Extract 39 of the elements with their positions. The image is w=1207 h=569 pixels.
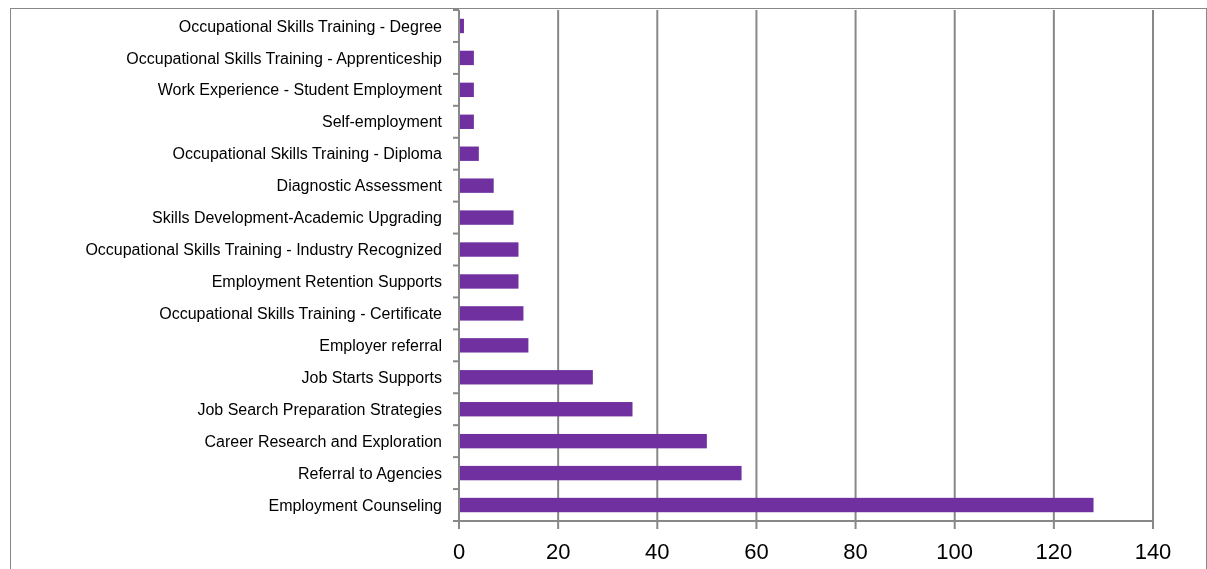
y-tick-label: Diagnostic Assessment xyxy=(276,177,443,195)
y-tick-label: Occupational Skills Training - Apprenticeship xyxy=(126,49,443,67)
x-tick-label: 20 xyxy=(545,539,571,564)
y-tick-label: Employer referral xyxy=(319,336,442,354)
bar xyxy=(459,242,519,257)
y-tick-label: Skills Development-Academic Upgrading xyxy=(152,209,442,227)
bar xyxy=(459,178,494,193)
y-tick-label: Referral to Agencies xyxy=(297,464,442,482)
bar xyxy=(459,338,529,353)
bar xyxy=(459,402,633,417)
y-tick-label: Occupational Skills Training - Certificate xyxy=(159,305,443,323)
y-tick-label: Work Experience - Student Employment xyxy=(157,81,443,99)
bar xyxy=(459,210,514,225)
x-tick-label: 100 xyxy=(936,539,974,564)
x-tick-label: 120 xyxy=(1035,539,1073,564)
bar xyxy=(459,370,593,385)
x-tick-label: 40 xyxy=(645,539,670,564)
x-tick-label: 140 xyxy=(1134,539,1172,564)
bar xyxy=(459,82,474,98)
y-tick-label: Occupational Skills Training - Diploma xyxy=(172,145,443,163)
bar xyxy=(459,433,707,449)
y-tick-label: Employment Counseling xyxy=(268,496,442,514)
y-tick-label: Occupational Skills Training - Degree xyxy=(178,17,443,35)
y-tick-label: Job Starts Supports xyxy=(301,368,442,386)
bar xyxy=(459,306,524,321)
x-tick-label: 80 xyxy=(843,539,868,564)
bar xyxy=(459,114,474,129)
y-tick-label: Career Research and Exploration xyxy=(204,432,442,450)
y-tick-label: Self-employment xyxy=(321,113,443,131)
y-tick-label: Job Search Preparation Strategies xyxy=(197,400,442,418)
bar xyxy=(459,274,519,289)
bar xyxy=(459,465,742,481)
y-tick-label: Occupational Skills Training - Industry Recognized xyxy=(85,241,442,259)
x-tick-label: 0 xyxy=(452,539,466,564)
bar xyxy=(459,497,1094,513)
x-tick-label: 60 xyxy=(744,539,769,564)
bar xyxy=(459,146,479,161)
y-tick-label: Employment Retention Supports xyxy=(211,273,442,291)
bar xyxy=(459,50,474,66)
